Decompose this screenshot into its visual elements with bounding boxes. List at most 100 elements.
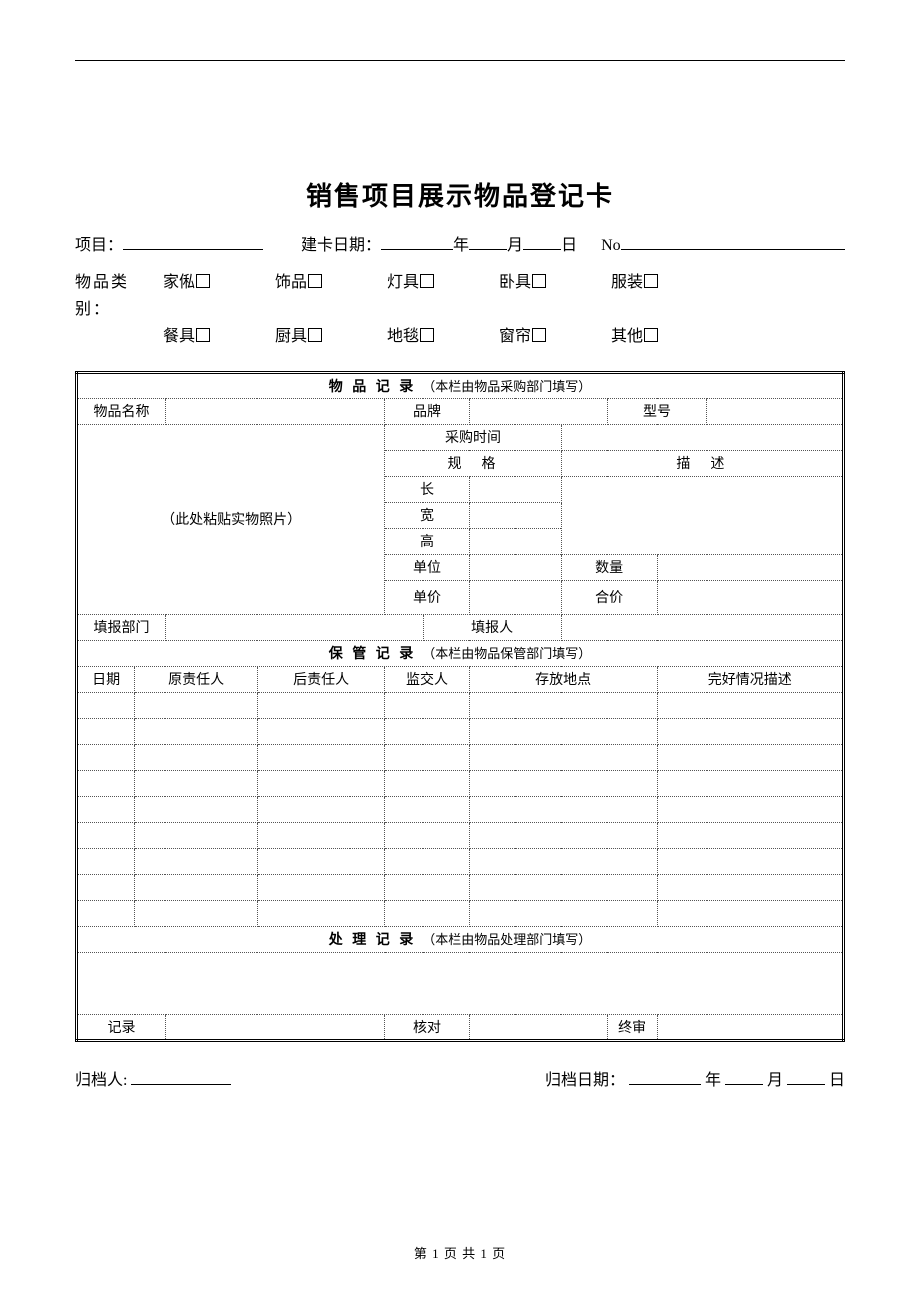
table-row [77, 770, 844, 796]
cell[interactable] [469, 476, 561, 502]
col-new-owner: 后责任人 [257, 666, 384, 692]
cell[interactable] [469, 1014, 607, 1040]
meta-row: 项目： 建卡日期： 年 月 日 No [75, 231, 845, 255]
label-model: 型号 [607, 398, 707, 424]
label-width: 宽 [385, 502, 469, 528]
cat-item: 厨具 [275, 323, 387, 350]
checkbox[interactable] [308, 274, 322, 288]
category-block: 物品类别： 家俬 饰品 灯具 卧具 服装 餐具 厨具 地毯 窗帘 其他 [75, 269, 845, 351]
cat-item: 其他 [611, 323, 658, 350]
label-length: 长 [385, 476, 469, 502]
cell[interactable] [657, 1014, 843, 1040]
no-input[interactable] [621, 232, 845, 250]
checkbox[interactable] [644, 274, 658, 288]
custody-header-row: 日期 原责任人 后责任人 监交人 存放地点 完好情况描述 [77, 666, 844, 692]
cell[interactable] [469, 398, 607, 424]
archive-year-input[interactable] [629, 1066, 701, 1084]
cell[interactable] [561, 614, 843, 640]
label-brand: 品牌 [385, 398, 469, 424]
label-item-name: 物品名称 [77, 398, 166, 424]
cell[interactable] [707, 398, 844, 424]
main-table: 物 品 记 录（本栏由物品采购部门填写） 物品名称 品牌 型号 （此处粘贴实物照… [75, 371, 845, 1042]
disposal-body[interactable] [77, 952, 844, 1014]
record-section-header: 物 品 记 录（本栏由物品采购部门填写） [77, 372, 844, 398]
checkbox[interactable] [420, 328, 434, 342]
label-qty: 数量 [561, 554, 657, 580]
day-input[interactable] [523, 232, 561, 250]
archive-date-label: 归档日期： [545, 1072, 625, 1089]
cell[interactable] [165, 1014, 384, 1040]
table-row [77, 822, 844, 848]
archive-month-input[interactable] [725, 1066, 763, 1084]
label-spec: 规 格 [385, 450, 561, 476]
label-checker: 核对 [385, 1014, 469, 1040]
photo-placeholder: （此处粘贴实物照片） [77, 424, 385, 614]
col-prev-owner: 原责任人 [135, 666, 258, 692]
label-reporter: 填报人 [423, 614, 561, 640]
archiver-input[interactable] [131, 1066, 231, 1084]
cell[interactable] [165, 398, 384, 424]
page-title: 销售项目展示物品登记卡 [75, 176, 845, 213]
table-row [77, 874, 844, 900]
label-report-dept: 填报部门 [77, 614, 166, 640]
cat-item: 地毯 [387, 323, 499, 350]
table-row [77, 796, 844, 822]
checkbox[interactable] [644, 328, 658, 342]
label-height: 高 [385, 528, 469, 554]
month-input[interactable] [469, 232, 507, 250]
label-total: 合价 [561, 580, 657, 614]
month-unit: 月 [507, 231, 523, 255]
table-row [77, 848, 844, 874]
checkbox[interactable] [308, 328, 322, 342]
checkbox[interactable] [532, 328, 546, 342]
label-desc: 描 述 [561, 450, 843, 476]
disposal-section-header: 处 理 记 录（本栏由物品处理部门填写） [77, 926, 844, 952]
category-label: 物品类别： [75, 269, 163, 323]
cell[interactable] [657, 580, 843, 614]
no-label: No [601, 237, 621, 255]
month-unit: 月 [767, 1072, 783, 1089]
project-input[interactable] [123, 232, 263, 250]
cell[interactable] [469, 554, 561, 580]
checkbox[interactable] [420, 274, 434, 288]
table-row [77, 692, 844, 718]
cat-item: 饰品 [275, 269, 387, 296]
table-row [77, 900, 844, 926]
cell[interactable] [657, 554, 843, 580]
archive-day-input[interactable] [787, 1066, 825, 1084]
card-date-label: 建卡日期： [301, 231, 381, 255]
cat-item: 卧具 [499, 269, 611, 296]
cell[interactable] [469, 528, 561, 554]
table-row [77, 744, 844, 770]
cat-item: 家俬 [163, 269, 275, 296]
custody-section-header: 保 管 记 录（本栏由物品保管部门填写） [77, 640, 844, 666]
table-row [77, 718, 844, 744]
project-label: 项目： [75, 231, 123, 255]
checkbox[interactable] [196, 274, 210, 288]
cell-desc[interactable] [561, 476, 843, 554]
col-condition: 完好情况描述 [657, 666, 843, 692]
year-unit: 年 [705, 1072, 721, 1089]
cat-item: 灯具 [387, 269, 499, 296]
cat-item: 餐具 [163, 323, 275, 350]
checkbox[interactable] [196, 328, 210, 342]
cell[interactable] [469, 580, 561, 614]
cell[interactable] [165, 614, 423, 640]
label-purchase-time: 采购时间 [385, 424, 561, 450]
day-unit: 日 [561, 231, 577, 255]
label-unit: 单位 [385, 554, 469, 580]
year-input[interactable] [381, 232, 453, 250]
archiver-label: 归档人: [75, 1072, 127, 1089]
year-unit: 年 [453, 231, 469, 255]
col-supervisor: 监交人 [385, 666, 469, 692]
cat-item: 窗帘 [499, 323, 611, 350]
footer-row: 归档人: 归档日期： 年 月 日 [75, 1066, 845, 1090]
cell[interactable] [469, 502, 561, 528]
cell[interactable] [561, 424, 843, 450]
checkbox[interactable] [532, 274, 546, 288]
label-recorder: 记录 [77, 1014, 166, 1040]
cat-item: 服装 [611, 269, 658, 296]
day-unit: 日 [829, 1072, 845, 1089]
label-price: 单价 [385, 580, 469, 614]
top-divider [75, 60, 845, 61]
